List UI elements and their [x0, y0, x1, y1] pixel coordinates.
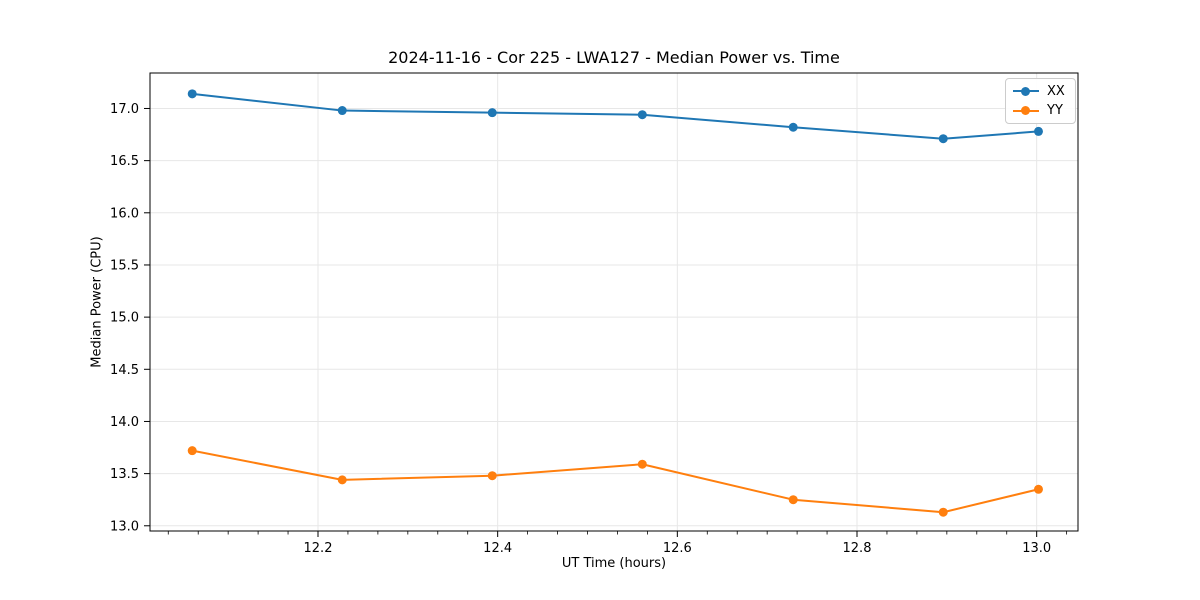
- y-tick-label: 17.0: [110, 102, 139, 117]
- plot-frame: [149, 72, 1079, 532]
- chart-title: 2024-11-16 - Cor 225 - LWA127 - Median P…: [388, 48, 840, 67]
- x-tick-label: 13.0: [1022, 541, 1051, 556]
- y-axis-label: Median Power (CPU): [89, 236, 105, 368]
- series-yy-point: [637, 459, 647, 469]
- series-xx-point: [938, 134, 948, 144]
- legend-label-xx: XX: [1047, 83, 1065, 99]
- y-tick-label: 16.5: [110, 154, 139, 169]
- series-xx-point: [187, 89, 197, 99]
- legend-line-marker-icon-xx: [1013, 86, 1039, 96]
- series-xx-point: [637, 110, 647, 120]
- y-tick-label: 14.0: [110, 415, 139, 430]
- legend-line-marker-icon-yy: [1013, 106, 1039, 116]
- series-xx-point: [337, 106, 347, 116]
- y-tick-label: 16.0: [110, 206, 139, 221]
- legend-item-yy: YY: [1013, 102, 1068, 120]
- series-xx-point: [487, 108, 497, 118]
- series-yy-point: [938, 507, 948, 517]
- series-yy-point: [487, 471, 497, 481]
- legend: XX YY: [1005, 78, 1076, 124]
- x-tick-label: 12.6: [663, 541, 692, 556]
- series-yy-line: [192, 449, 1039, 514]
- x-axis-label: UT Time (hours): [561, 556, 667, 571]
- series-yy-point: [187, 446, 197, 456]
- series-xx-line: [192, 92, 1039, 140]
- series-xx-point: [788, 122, 798, 132]
- y-tick-label: 15.0: [110, 311, 139, 326]
- y-tick-label: 14.5: [110, 363, 139, 378]
- legend-label-yy: YY: [1047, 103, 1063, 119]
- series-yy-point: [788, 495, 798, 505]
- series-yy-point: [337, 475, 347, 485]
- series-xx-point: [1033, 126, 1043, 136]
- y-tick-label: 15.5: [110, 258, 139, 273]
- x-tick-label: 12.2: [304, 541, 333, 556]
- series-yy-point: [1033, 484, 1043, 494]
- y-tick-label: 13.0: [110, 519, 139, 534]
- x-tick-label: 12.8: [843, 541, 872, 556]
- legend-item-xx: XX: [1013, 82, 1068, 100]
- y-tick-label: 13.5: [110, 467, 139, 482]
- x-tick-label: 12.4: [483, 541, 512, 556]
